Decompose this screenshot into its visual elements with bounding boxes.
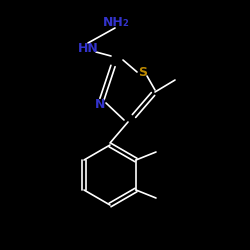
Text: 2: 2 (122, 20, 128, 28)
Text: HN: HN (78, 42, 98, 54)
Text: N: N (95, 98, 105, 112)
Text: NH: NH (103, 16, 124, 28)
Text: S: S (138, 66, 147, 78)
